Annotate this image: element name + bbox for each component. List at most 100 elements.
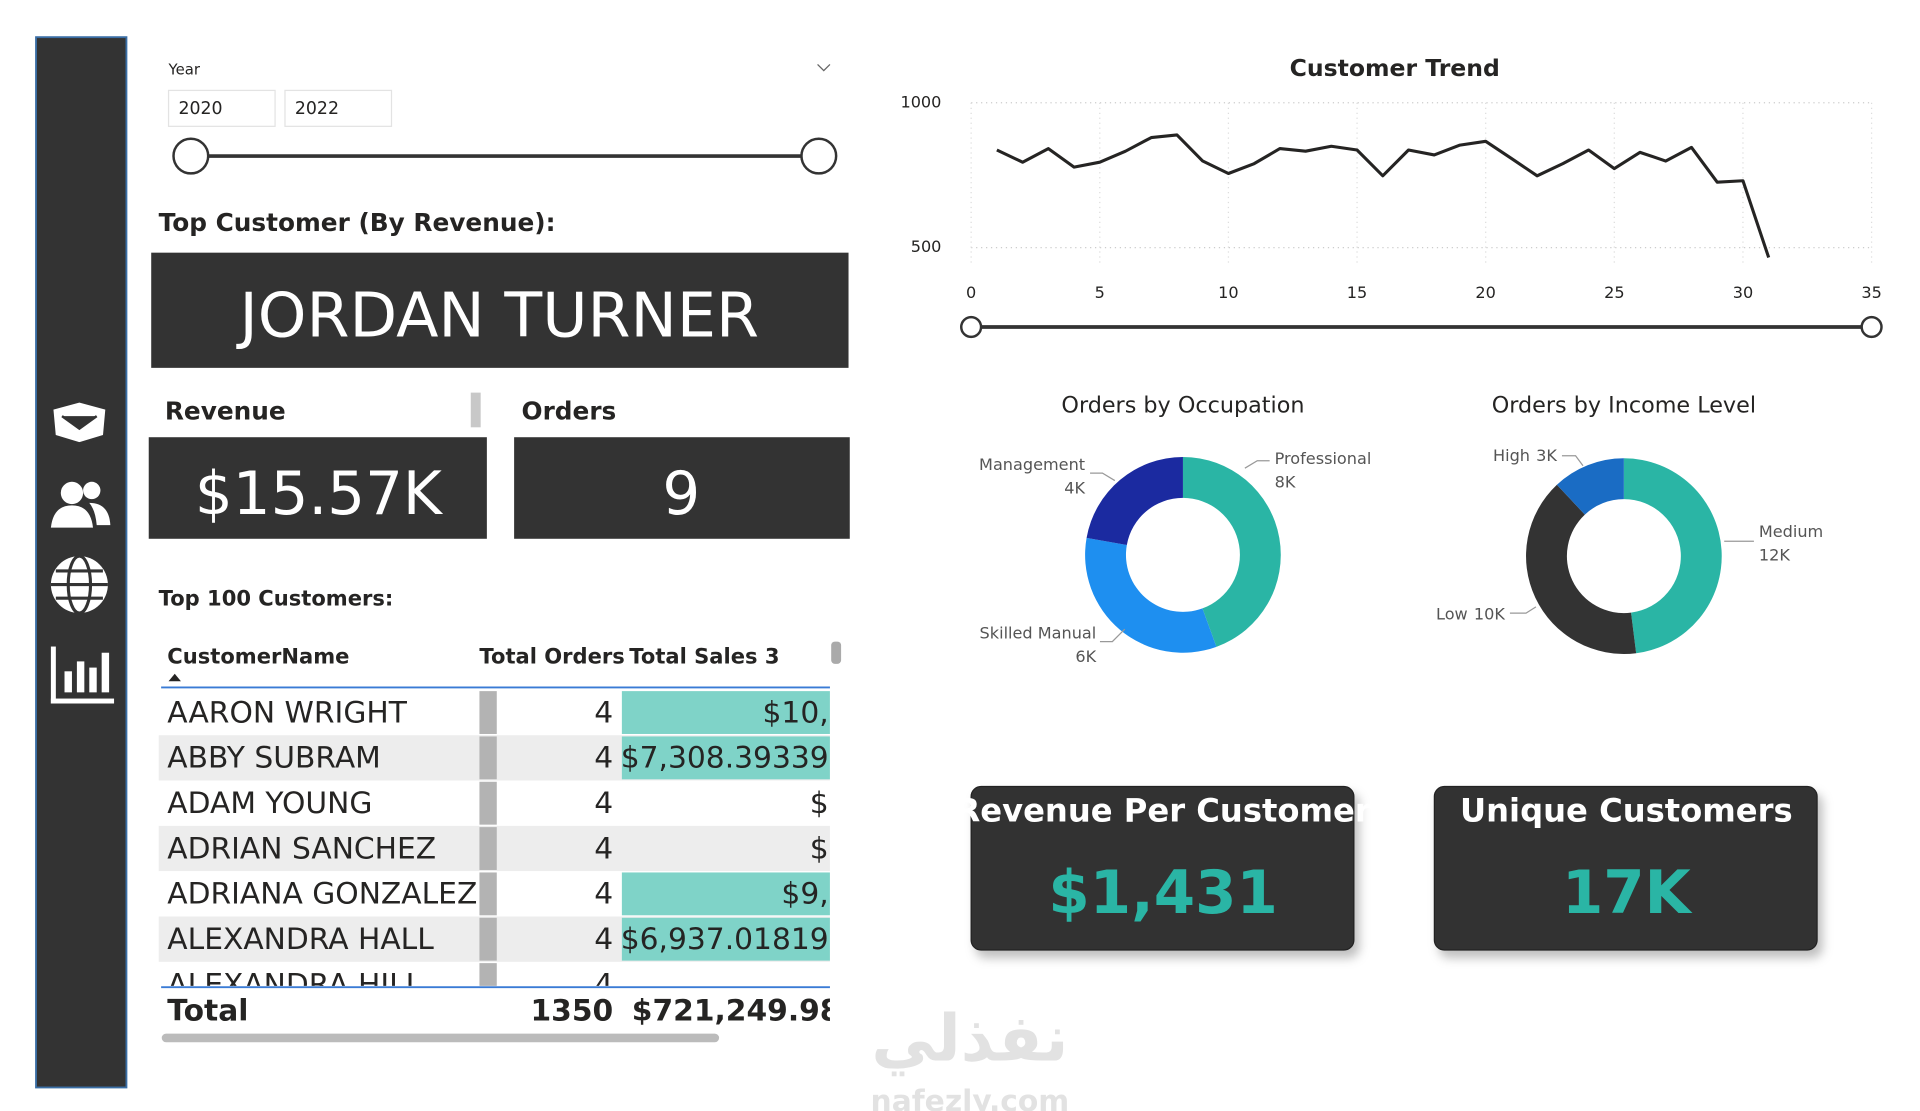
cell-sales: $10, <box>763 695 829 730</box>
total-sales: $721,249.980 <box>632 993 861 1028</box>
cell-orders: 4 <box>594 741 613 776</box>
card-value: $1,431 <box>1048 859 1277 928</box>
nav-icon-customers[interactable] <box>50 481 111 528</box>
donut-slice <box>1623 458 1722 654</box>
slicer-handle[interactable] <box>800 137 838 175</box>
cell-name: ALEXANDRA HALL <box>167 922 434 957</box>
slice-label: Low 10K <box>1436 604 1505 623</box>
cell-highlight <box>621 736 830 780</box>
cell-sales: $6,937.01819 <box>621 922 829 957</box>
donut-slice <box>1556 458 1624 515</box>
slicer-end-box[interactable] <box>284 89 393 127</box>
nav-icon-geo[interactable] <box>50 554 108 615</box>
x-tick-label: 35 <box>1861 283 1881 302</box>
cell-orders: 4 <box>594 967 613 1002</box>
slice-value: 6K <box>1075 647 1096 666</box>
section-heading: Top Customer (By Revenue): <box>159 208 556 237</box>
cell-name: ADAM YOUNG <box>167 786 372 821</box>
card-title: Unique Customers <box>1460 792 1793 830</box>
nav-icon-analytics[interactable] <box>50 646 115 704</box>
cell-highlight <box>621 917 830 961</box>
chart-title: Customer Trend <box>1290 54 1500 82</box>
cell-name: ABBY SUBRAM <box>167 741 381 776</box>
watermark: nafezly.com <box>871 1084 1070 1111</box>
cell-sales: $7,308.39339 <box>621 741 829 776</box>
slice-value: 10K <box>1474 604 1505 623</box>
trend-line <box>996 133 1771 259</box>
divider <box>470 392 481 428</box>
slice-value: 4K <box>1064 479 1085 498</box>
slice-category: High <box>1493 445 1530 464</box>
kpi-value: 9 <box>662 460 700 529</box>
kpi-label: Orders <box>522 396 617 425</box>
y-tick-label: 500 <box>911 237 942 256</box>
leader-line <box>1509 606 1537 614</box>
metric-card <box>970 785 1355 951</box>
cell-sales: $ <box>810 831 829 866</box>
axis-slider-handle[interactable] <box>960 315 983 339</box>
card-value: 17K <box>1562 859 1693 928</box>
donut-slice <box>1182 457 1281 647</box>
cell-sales: $9, <box>781 877 828 912</box>
cell-orders: 4 <box>594 922 613 957</box>
kpi-card <box>148 437 487 539</box>
metric-card <box>1433 785 1818 951</box>
chart-title: Orders by Occupation <box>1061 393 1304 419</box>
slice-value: 3K <box>1536 445 1557 464</box>
card-title: Revenue Per Customer <box>956 792 1371 830</box>
nav-icon-products[interactable] <box>50 400 108 445</box>
donut-slice <box>1085 537 1217 653</box>
cell-sales: $ <box>810 786 829 821</box>
x-tick-label: 30 <box>1733 283 1753 302</box>
column-header[interactable]: CustomerName <box>167 644 349 669</box>
slicer-chevron[interactable] <box>817 63 831 72</box>
slice-category: Low <box>1436 604 1468 623</box>
x-tick-label: 0 <box>966 283 976 302</box>
kpi-value: $15.57K <box>195 460 444 529</box>
sort-indicator <box>168 673 181 682</box>
scrollbar[interactable] <box>831 641 842 664</box>
slice-label: Professional <box>1275 449 1372 468</box>
cell-databar <box>479 872 497 916</box>
x-tick-label: 15 <box>1347 283 1367 302</box>
slice-label: Medium <box>1759 522 1823 541</box>
top-customer-card <box>151 252 849 368</box>
leader-line <box>1090 472 1116 482</box>
y-tick-label: 1000 <box>900 92 941 111</box>
kpi-card <box>514 437 850 539</box>
slicer-handle[interactable] <box>172 137 210 175</box>
column-header[interactable]: Total Orders <box>479 644 624 669</box>
leader-line <box>1561 455 1584 467</box>
cell-databar <box>479 827 497 870</box>
leader-line <box>1244 460 1270 469</box>
axis-slider-handle[interactable] <box>1860 315 1883 339</box>
cell-orders: 4 <box>594 877 613 912</box>
cell-databar <box>479 691 497 734</box>
x-tick-label: 10 <box>1218 283 1238 302</box>
column-header[interactable]: Total Sales 3 <box>629 644 779 669</box>
cell-orders: 4 <box>594 831 613 866</box>
slicer-start-box[interactable] <box>167 89 276 127</box>
chart-title: Orders by Income Level <box>1492 393 1756 419</box>
kpi-label: Revenue <box>165 396 286 425</box>
x-tick-label: 25 <box>1604 283 1624 302</box>
slicer-start: 2020 <box>178 99 222 119</box>
total-orders: 1350 <box>530 993 613 1028</box>
cell-highlight <box>621 691 830 734</box>
table-title: Top 100 Customers: <box>159 585 394 610</box>
cell-databar <box>479 963 497 986</box>
total-row: Total 1350 $721,249.980 <box>167 993 861 1028</box>
x-tick-label: 5 <box>1095 283 1105 302</box>
cell-name: ADRIANA GONZALEZ <box>167 877 477 912</box>
slice-label: Management <box>979 455 1085 474</box>
cell-orders: 4 <box>594 695 613 730</box>
table-body: AARON WRIGHT 4 $10,ABBY SUBRAM 4 $7,308.3933… <box>158 689 830 1002</box>
slice-value: 12K <box>1759 546 1790 565</box>
donut-slice <box>1526 484 1637 654</box>
nav-icons <box>50 400 115 704</box>
slicer-end: 2022 <box>295 99 339 119</box>
slice-label: High 3K <box>1493 445 1557 464</box>
slice-label: Skilled Manual <box>980 624 1097 643</box>
